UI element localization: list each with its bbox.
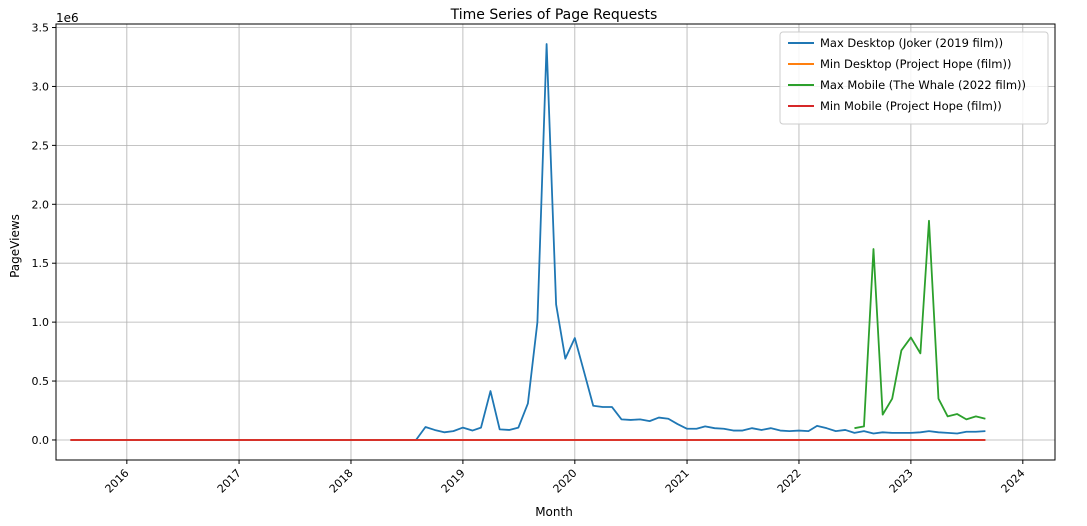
legend-label: Max Mobile (The Whale (2022 film)) [820,78,1026,92]
y-axis-offset-label: 1e6 [56,11,79,25]
x-tick-label: 2019 [439,467,468,496]
grid-lines [56,24,1055,460]
y-tick-label: 1.5 [32,257,50,270]
y-tick-label: 1.0 [32,316,50,329]
x-tick-label: 2018 [327,467,356,496]
legend-label: Min Mobile (Project Hope (film)) [820,99,1002,113]
y-tick-label: 2.0 [32,198,50,211]
x-tick-label: 2024 [999,467,1028,496]
plot-frame [55,23,1056,461]
x-tick-label: 2021 [663,467,692,496]
y-tick-label: 0.0 [32,434,50,447]
x-axis-label: Month [535,505,573,519]
y-tick-label: 3.5 [32,22,50,35]
x-tick-label: 2020 [551,467,580,496]
series-line-3 [854,219,986,430]
y-tick-label: 2.5 [32,139,50,152]
legend-label: Min Desktop (Project Hope (film)) [820,57,1011,71]
series-lines [70,43,986,441]
legend-box [779,31,1049,125]
y-tick-label: 0.5 [32,375,50,388]
x-tick-label: 2022 [775,467,804,496]
x-tick-label: 2017 [215,467,244,496]
x-tick-label: 2023 [887,467,916,496]
legend: Max Desktop (Joker (2019 film)) Min Deskt… [779,31,1049,125]
y-tick-label: 3.0 [32,80,50,93]
x-tick-label: 2016 [103,467,132,496]
chart-title: Time Series of Page Requests [450,7,658,23]
y-axis-label: PageViews [8,214,22,278]
legend-label: Max Desktop (Joker (2019 film)) [820,36,1003,50]
